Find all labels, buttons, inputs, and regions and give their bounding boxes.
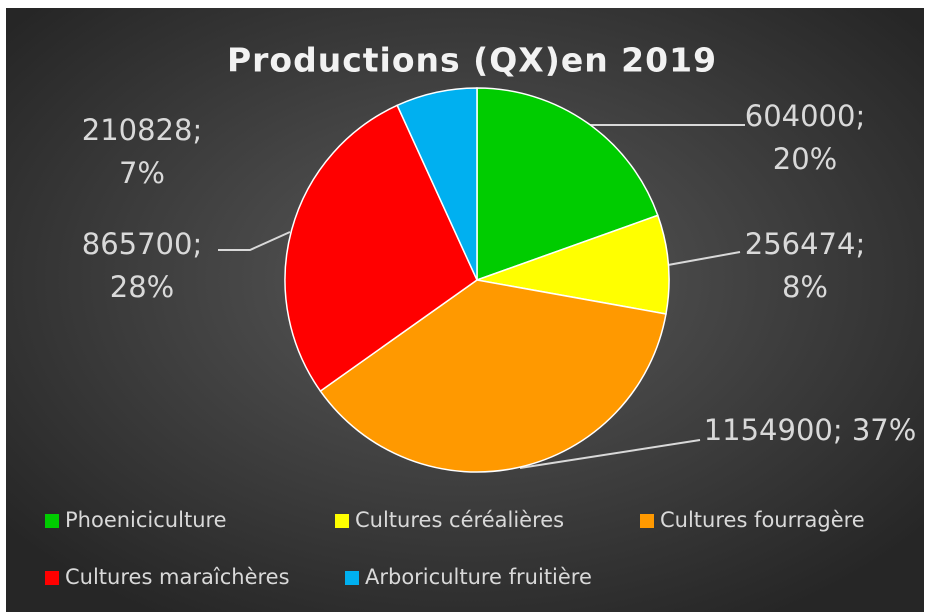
legend-label: Cultures fourragère	[660, 508, 865, 532]
leader-line	[519, 439, 701, 469]
pie-slice	[474, 214, 670, 315]
data-label: 256474;	[745, 227, 865, 261]
data-label: 8%	[782, 270, 828, 304]
data-label: 1154900; 37%	[704, 413, 917, 447]
legend-label: Phoeniciculture	[65, 508, 227, 532]
pie-slice	[476, 87, 659, 282]
data-label: 604000;	[745, 99, 865, 133]
pie-slice	[284, 104, 478, 393]
pie-slice	[319, 279, 667, 473]
legend-swatch	[345, 571, 359, 585]
chart-title: Productions (QX)en 2019	[227, 41, 717, 80]
legend-swatch	[45, 514, 59, 528]
legend-swatch	[335, 514, 349, 528]
pie-slice	[396, 87, 478, 281]
data-label: 20%	[773, 142, 837, 176]
data-label: 210828;	[82, 113, 202, 147]
legend-label: Arboriculture fruitière	[365, 565, 592, 589]
leader-line	[218, 231, 291, 251]
legend-swatch	[45, 571, 59, 585]
legend-label: Cultures maraîchères	[65, 565, 290, 589]
data-label: 7%	[119, 156, 165, 190]
legend-label: Cultures céréalières	[355, 508, 564, 532]
data-label: 28%	[110, 270, 174, 304]
legend-swatch	[640, 514, 654, 528]
leader-line	[667, 251, 741, 266]
leader-lines	[218, 124, 745, 469]
data-label: 865700;	[82, 227, 202, 261]
